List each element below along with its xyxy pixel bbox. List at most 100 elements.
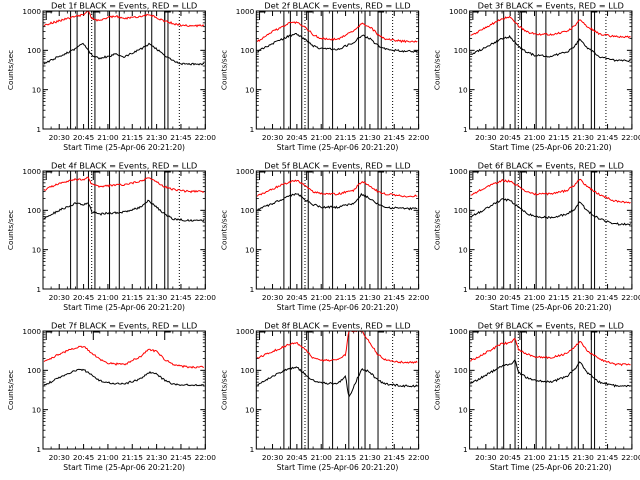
detector-panel: Det 5f BLACK = Events, RED = LLD Counts/s…: [219, 161, 429, 313]
x-tick-label: 21:00: [97, 293, 119, 302]
interval-start-mark: [306, 331, 313, 340]
x-axis-label: Start Time (25-Apr-06 20:21:20): [63, 463, 185, 472]
y-tick-label: 10: [245, 85, 255, 94]
y-tick-label: 1: [250, 125, 255, 134]
plot-frame: [255, 10, 420, 130]
interval-start-mark: [377, 11, 385, 20]
y-tick-label: 100: [240, 206, 254, 215]
interval-start-mark: [377, 331, 385, 340]
interval-start-mark: [45, 171, 53, 180]
lld-rate-line: [43, 345, 205, 369]
x-tick-label: 21:30: [359, 453, 381, 462]
plot-frame: [469, 10, 633, 130]
x-tick-label: 21:45: [597, 453, 619, 462]
event-rate-line: [257, 33, 418, 53]
y-axis-label: Counts/sec: [219, 210, 228, 250]
x-tick-label: 21:30: [573, 453, 595, 462]
detector-panel: Det 3f BLACK = Events, RED = LLD Counts/s…: [433, 1, 640, 153]
lld-rate-line: [43, 176, 205, 194]
y-tick-label: 1000: [449, 167, 468, 176]
x-tick-label: 21:00: [524, 133, 546, 142]
plot-frame: [42, 10, 206, 130]
x-tick-label: 21:15: [548, 453, 570, 462]
interval-start-mark: [519, 171, 526, 180]
y-axis-label: Counts/sec: [6, 370, 15, 410]
x-tick-label: 20:45: [500, 453, 522, 462]
y-tick-label: 100: [27, 206, 41, 215]
y-axis-label: Counts/sec: [6, 50, 15, 90]
x-tick-label: 21:00: [311, 453, 333, 462]
y-tick-label: 10: [32, 85, 42, 94]
y-tick-label: 1: [463, 285, 468, 294]
y-tick-label: 1000: [22, 167, 41, 176]
event-rate-line: [470, 359, 631, 388]
y-tick-label: 10: [32, 245, 42, 254]
y-tick-label: 100: [27, 366, 41, 375]
interval-start-mark: [377, 171, 385, 180]
x-tick-label: 20:45: [286, 133, 308, 142]
event-rate-line: [43, 199, 205, 222]
y-axis-label: Counts/sec: [6, 210, 15, 250]
x-tick-label: 21:45: [597, 133, 619, 142]
panel-title: Det 4f BLACK = Events, RED = LLD: [51, 161, 197, 171]
x-tick-label: 21:15: [122, 293, 144, 302]
x-tick-label: 20:30: [49, 453, 71, 462]
y-axis-label: Counts/sec: [219, 370, 228, 410]
x-axis-label: Start Time (25-Apr-06 20:21:20): [490, 303, 612, 312]
interval-start-mark: [519, 11, 526, 20]
y-tick-label: 1: [250, 285, 255, 294]
interval-start-mark: [590, 331, 598, 340]
y-tick-label: 10: [458, 245, 468, 254]
interval-start-mark: [590, 11, 598, 20]
x-tick-label: 20:45: [500, 293, 522, 302]
y-tick-label: 10: [245, 245, 255, 254]
y-tick-label: 10: [458, 405, 468, 414]
x-tick-label: 20:30: [262, 293, 284, 302]
event-rate-line: [257, 366, 418, 398]
x-tick-label: 21:30: [573, 133, 595, 142]
x-tick-label: 21:45: [170, 133, 192, 142]
x-tick-label: 21:15: [335, 133, 357, 142]
plot-frame: [255, 330, 420, 450]
interval-start-mark: [519, 331, 526, 340]
x-tick-label: 22:00: [195, 133, 217, 142]
x-tick-label: 22:00: [621, 133, 640, 142]
plot-frame: [42, 330, 206, 450]
interval-start-mark: [92, 11, 100, 20]
panel-title: Det 2f BLACK = Events, RED = LLD: [264, 1, 410, 11]
x-tick-label: 21:00: [97, 453, 119, 462]
y-tick-label: 1000: [22, 7, 41, 16]
interval-start-mark: [472, 11, 479, 20]
y-axis-label: Counts/sec: [433, 370, 442, 410]
x-tick-label: 21:30: [146, 453, 168, 462]
x-tick-label: 21:00: [97, 133, 119, 142]
y-tick-label: 10: [245, 405, 255, 414]
y-tick-label: 1: [36, 125, 41, 134]
detector-panel: Det 9f BLACK = Events, RED = LLD Counts/s…: [433, 321, 640, 473]
x-tick-label: 21:45: [597, 293, 619, 302]
x-tick-label: 21:15: [548, 293, 570, 302]
lld-rate-line: [257, 330, 418, 364]
plot-frame: [469, 170, 633, 290]
event-rate-line: [256, 192, 418, 211]
x-tick-label: 21:45: [384, 293, 406, 302]
y-tick-label: 100: [454, 46, 468, 55]
interval-start-mark: [590, 171, 598, 180]
y-tick-label: 1000: [22, 327, 41, 336]
x-tick-label: 21:30: [573, 293, 595, 302]
x-axis-label: Start Time (25-Apr-06 20:21:20): [490, 463, 612, 472]
x-tick-label: 20:45: [73, 133, 95, 142]
panel-title: Det 7f BLACK = Events, RED = LLD: [51, 321, 197, 331]
y-axis-label: Counts/sec: [219, 50, 228, 90]
interval-start-mark: [259, 331, 266, 340]
interval-start-mark: [306, 11, 313, 20]
x-tick-label: 21:00: [524, 453, 546, 462]
x-tick-label: 20:30: [475, 133, 497, 142]
x-tick-label: 21:30: [146, 293, 168, 302]
interval-start-mark: [92, 331, 100, 340]
y-tick-label: 1000: [236, 327, 255, 336]
detector-panel: Det 4f BLACK = Events, RED = LLD Counts/s…: [6, 161, 216, 313]
x-tick-label: 21:15: [335, 453, 357, 462]
plot-frame: [255, 170, 420, 290]
